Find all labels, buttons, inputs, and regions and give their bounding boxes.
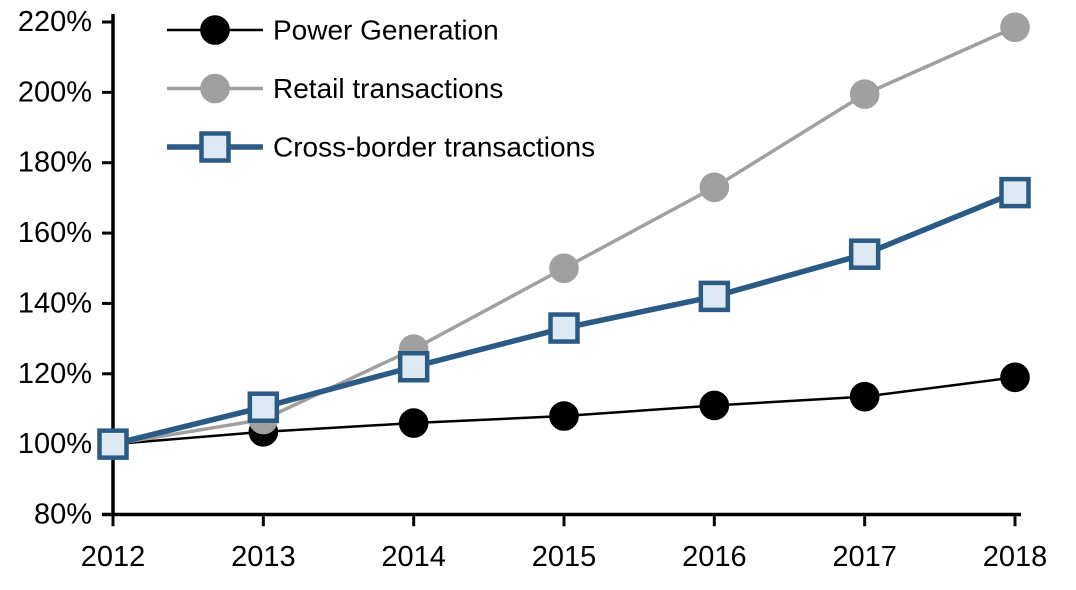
circle-marker — [1000, 362, 1030, 393]
square-marker — [999, 176, 1031, 209]
circle-marker — [849, 79, 880, 109]
circle-marker — [1000, 12, 1030, 43]
circle-marker — [549, 401, 579, 431]
square-marker — [97, 428, 129, 460]
x-tick-label: 2018 — [983, 541, 1048, 573]
y-tick-label: 160% — [18, 217, 92, 249]
legend: Power Generation Retail transactions Cross… — [167, 15, 595, 163]
circle-marker — [699, 172, 730, 203]
x-tick-label: 2015 — [532, 541, 597, 573]
square-marker — [848, 238, 881, 270]
x-tick-label: 2014 — [381, 541, 446, 573]
y-tick-label: 120% — [18, 358, 92, 390]
series-retail-transactions — [98, 12, 1030, 459]
square-marker — [548, 312, 580, 344]
series-cross-border-transactions — [97, 176, 1031, 460]
circle-marker — [398, 408, 429, 438]
square-marker — [698, 280, 731, 313]
square-marker — [247, 391, 280, 423]
legend-label: Cross-border transactions — [273, 132, 595, 163]
x-tick-label: 2016 — [682, 541, 747, 573]
y-axis-ticks: 80% 100% 120% 140% 160% 180% 200% 220% — [18, 6, 113, 531]
legend-item-retail-transactions: Retail transactions — [167, 73, 503, 104]
circle-marker — [549, 253, 579, 284]
legend-label: Retail transactions — [273, 73, 503, 104]
y-tick-label: 140% — [18, 287, 92, 319]
circle-marker — [849, 381, 880, 412]
legend-label: Power Generation — [273, 15, 499, 46]
x-tick-label: 2017 — [832, 541, 897, 573]
square-marker — [199, 131, 231, 163]
y-tick-label: 80% — [34, 499, 92, 531]
legend-item-cross-border-transactions: Cross-border transactions — [167, 131, 595, 163]
y-tick-label: 180% — [18, 147, 92, 179]
x-tick-label: 2012 — [81, 541, 146, 573]
x-tick-label: 2013 — [231, 541, 296, 573]
y-tick-label: 100% — [18, 428, 92, 460]
circle-marker — [200, 73, 230, 104]
square-marker — [397, 351, 430, 383]
circle-marker — [699, 390, 730, 421]
circle-marker — [200, 15, 230, 45]
y-tick-label: 220% — [18, 6, 92, 38]
y-tick-label: 200% — [18, 76, 92, 108]
x-axis-ticks: 2012 2013 2014 2015 2016 2017 2018 — [81, 516, 1048, 573]
legend-item-power-generation: Power Generation — [167, 15, 499, 46]
